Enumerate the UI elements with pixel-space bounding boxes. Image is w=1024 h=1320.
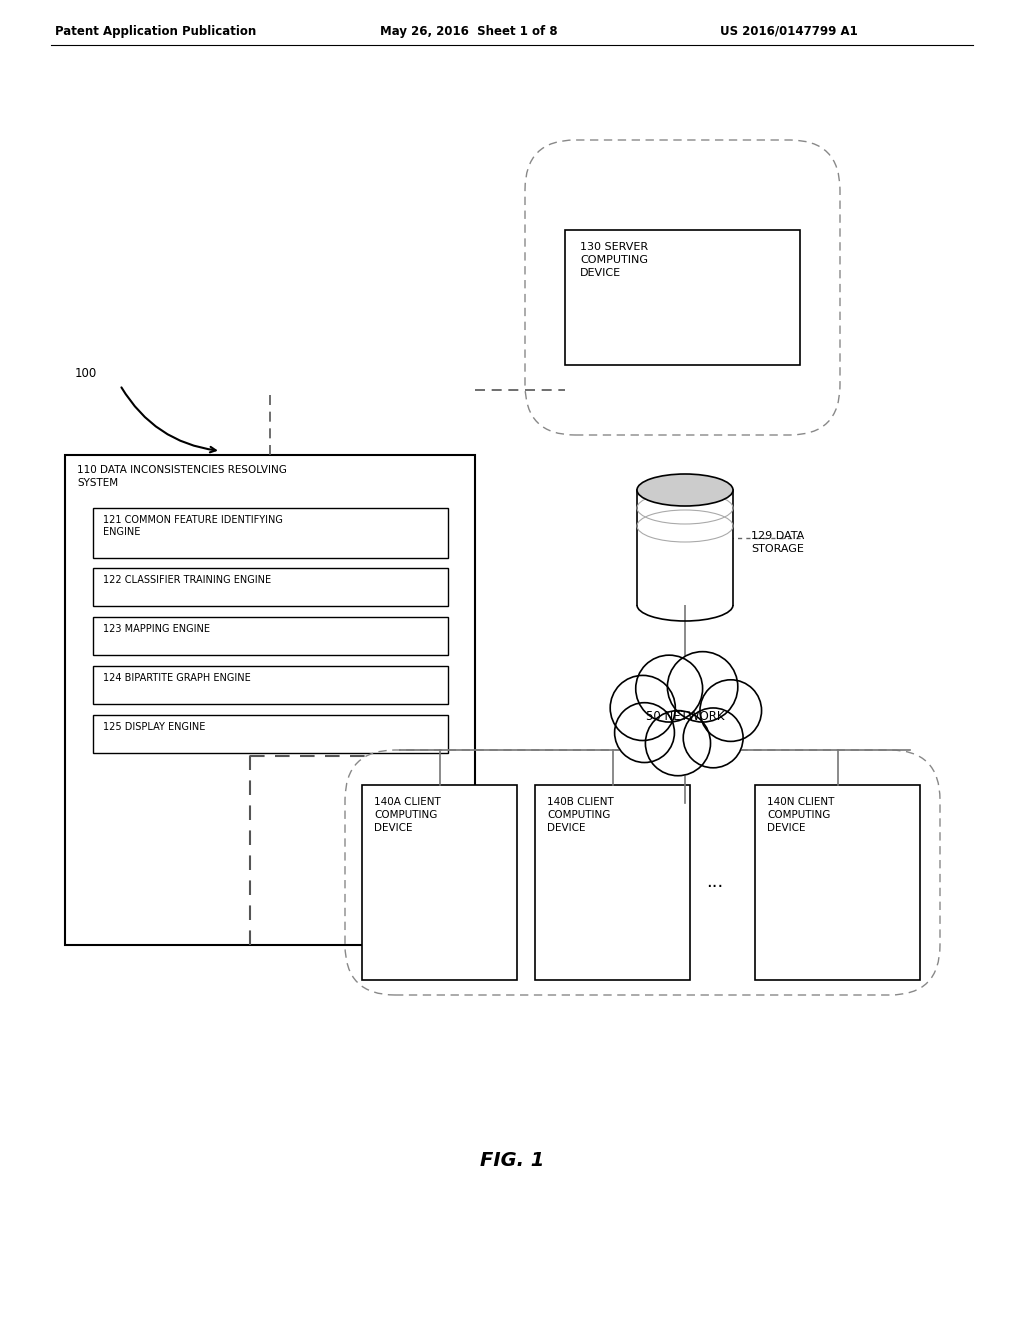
Text: May 26, 2016  Sheet 1 of 8: May 26, 2016 Sheet 1 of 8 <box>380 25 558 38</box>
Text: 50 NETWORK: 50 NETWORK <box>646 710 724 723</box>
Circle shape <box>683 708 743 768</box>
Bar <box>535 785 690 979</box>
Circle shape <box>610 676 675 741</box>
Bar <box>637 490 733 605</box>
Text: 130 SERVER
COMPUTING
DEVICE: 130 SERVER COMPUTING DEVICE <box>580 242 648 279</box>
Circle shape <box>636 655 702 722</box>
Text: Patent Application Publication: Patent Application Publication <box>55 25 256 38</box>
Bar <box>565 230 800 366</box>
Text: 124 BIPARTITE GRAPH ENGINE: 124 BIPARTITE GRAPH ENGINE <box>103 673 251 682</box>
Text: 122 CLASSIFIER TRAINING ENGINE: 122 CLASSIFIER TRAINING ENGINE <box>103 576 271 585</box>
Text: 100: 100 <box>75 367 97 380</box>
Text: FIG. 1: FIG. 1 <box>480 1151 544 1170</box>
Text: 125 DISPLAY ENGINE: 125 DISPLAY ENGINE <box>103 722 206 733</box>
Bar <box>93 616 447 655</box>
Text: US 2016/0147799 A1: US 2016/0147799 A1 <box>720 25 858 38</box>
Bar <box>93 508 447 558</box>
Bar <box>65 455 475 945</box>
Bar <box>93 715 447 752</box>
Bar <box>362 785 517 979</box>
Circle shape <box>645 710 711 776</box>
Bar <box>755 785 920 979</box>
Text: 140N CLIENT
COMPUTING
DEVICE: 140N CLIENT COMPUTING DEVICE <box>767 797 835 833</box>
Text: 121 COMMON FEATURE IDENTIFYING
ENGINE: 121 COMMON FEATURE IDENTIFYING ENGINE <box>103 515 283 537</box>
Text: ...: ... <box>707 873 724 891</box>
Circle shape <box>700 680 762 742</box>
Text: 140B CLIENT
COMPUTING
DEVICE: 140B CLIENT COMPUTING DEVICE <box>547 797 613 833</box>
Text: 140A CLIENT
COMPUTING
DEVICE: 140A CLIENT COMPUTING DEVICE <box>374 797 440 833</box>
Text: 129 DATA
STORAGE: 129 DATA STORAGE <box>751 531 804 554</box>
Circle shape <box>614 702 675 763</box>
Text: 110 DATA INCONSISTENCIES RESOLVING
SYSTEM: 110 DATA INCONSISTENCIES RESOLVING SYSTE… <box>77 465 287 488</box>
Ellipse shape <box>637 474 733 506</box>
Bar <box>93 568 447 606</box>
Circle shape <box>668 652 738 722</box>
Text: 123 MAPPING ENGINE: 123 MAPPING ENGINE <box>103 624 210 634</box>
Bar <box>93 667 447 704</box>
